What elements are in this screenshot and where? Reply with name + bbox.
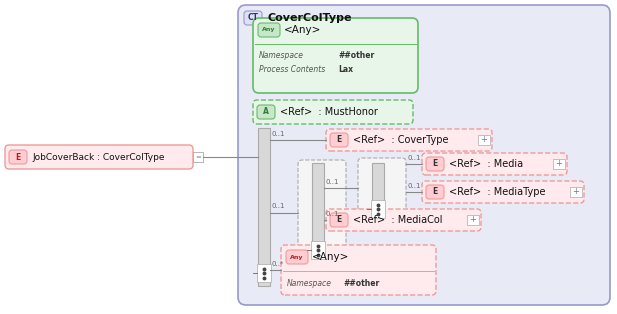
Bar bbox=[372, 163, 384, 218]
Text: Lax: Lax bbox=[338, 66, 353, 74]
Text: <Any>: <Any> bbox=[312, 252, 349, 262]
Text: +: + bbox=[481, 136, 487, 144]
Text: A: A bbox=[263, 107, 269, 116]
Text: 0..1: 0..1 bbox=[272, 203, 286, 209]
Text: <Ref>  : Media: <Ref> : Media bbox=[449, 159, 523, 169]
FancyBboxPatch shape bbox=[326, 209, 481, 231]
Text: <Ref>  : MediaType: <Ref> : MediaType bbox=[449, 187, 545, 197]
Text: Any: Any bbox=[290, 255, 304, 259]
FancyBboxPatch shape bbox=[258, 23, 280, 37]
FancyBboxPatch shape bbox=[326, 129, 492, 151]
Text: ##other: ##other bbox=[338, 51, 375, 61]
Text: +: + bbox=[555, 160, 563, 169]
Bar bbox=[193, 152, 203, 162]
Bar bbox=[467, 215, 479, 225]
Text: E: E bbox=[433, 187, 437, 197]
FancyBboxPatch shape bbox=[330, 213, 348, 227]
FancyBboxPatch shape bbox=[5, 145, 193, 169]
Bar bbox=[570, 187, 582, 197]
FancyBboxPatch shape bbox=[426, 157, 444, 171]
Text: +: + bbox=[470, 215, 476, 225]
FancyBboxPatch shape bbox=[238, 5, 610, 305]
Bar bbox=[258, 128, 270, 286]
FancyBboxPatch shape bbox=[286, 250, 308, 264]
Text: Namespace: Namespace bbox=[259, 51, 304, 61]
Text: =: = bbox=[195, 154, 201, 160]
FancyBboxPatch shape bbox=[358, 158, 406, 218]
Text: E: E bbox=[15, 153, 20, 161]
FancyBboxPatch shape bbox=[426, 185, 444, 199]
FancyBboxPatch shape bbox=[9, 150, 27, 164]
Text: Namespace: Namespace bbox=[287, 279, 332, 288]
Text: CoverColType: CoverColType bbox=[267, 13, 352, 23]
Bar bbox=[311, 241, 325, 259]
FancyBboxPatch shape bbox=[298, 160, 346, 265]
Text: +: + bbox=[573, 187, 579, 197]
Bar bbox=[371, 200, 385, 218]
Text: 0..1: 0..1 bbox=[326, 211, 339, 217]
Text: CT: CT bbox=[247, 14, 259, 23]
Text: JobCoverBack : CoverColType: JobCoverBack : CoverColType bbox=[32, 153, 165, 161]
Text: E: E bbox=[336, 136, 342, 144]
Text: <Ref>  : MustHonor: <Ref> : MustHonor bbox=[280, 107, 378, 117]
FancyBboxPatch shape bbox=[281, 245, 436, 295]
Text: ##other: ##other bbox=[343, 279, 379, 288]
Text: E: E bbox=[336, 215, 342, 225]
Text: Process Contents: Process Contents bbox=[259, 66, 325, 74]
FancyBboxPatch shape bbox=[257, 105, 275, 119]
FancyBboxPatch shape bbox=[330, 133, 348, 147]
Bar bbox=[553, 159, 565, 169]
FancyBboxPatch shape bbox=[244, 11, 262, 25]
FancyBboxPatch shape bbox=[253, 18, 418, 93]
Text: E: E bbox=[433, 160, 437, 169]
Bar bbox=[257, 264, 271, 282]
Text: 0..*: 0..* bbox=[272, 261, 284, 267]
Text: 0..1: 0..1 bbox=[272, 131, 286, 137]
FancyBboxPatch shape bbox=[422, 153, 567, 175]
Text: <Ref>  : CoverType: <Ref> : CoverType bbox=[353, 135, 449, 145]
Text: <Ref>  : MediaCol: <Ref> : MediaCol bbox=[353, 215, 442, 225]
Bar bbox=[478, 135, 490, 145]
Text: <Any>: <Any> bbox=[284, 25, 321, 35]
FancyBboxPatch shape bbox=[422, 181, 584, 203]
Text: 0..1: 0..1 bbox=[326, 179, 339, 185]
Text: Any: Any bbox=[262, 28, 276, 33]
Text: 0..1: 0..1 bbox=[408, 183, 421, 189]
Bar bbox=[312, 163, 324, 261]
Text: 0..1: 0..1 bbox=[408, 155, 421, 161]
FancyBboxPatch shape bbox=[253, 100, 413, 124]
